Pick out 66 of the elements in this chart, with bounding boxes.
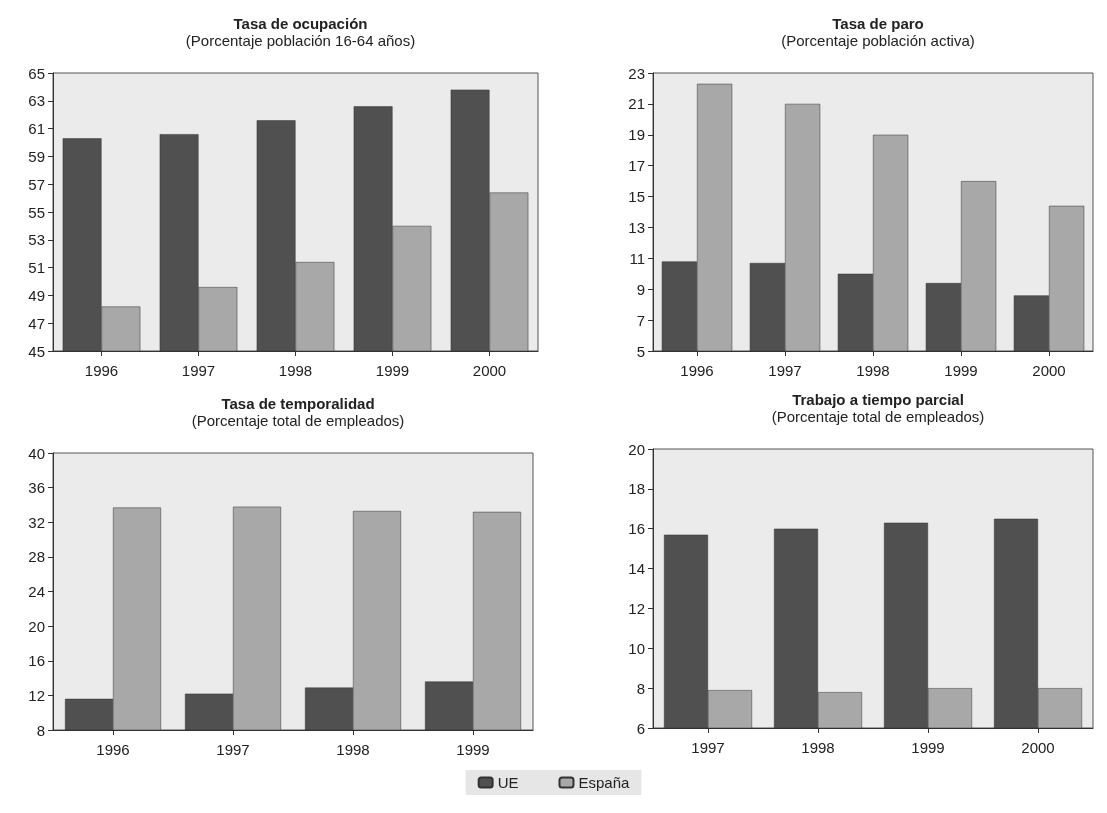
- y-tick-label: 40: [28, 444, 45, 462]
- legend-label: UE: [497, 774, 519, 791]
- y-tick-label: 36: [28, 479, 45, 497]
- y-tick-label: 11: [629, 249, 645, 267]
- chart-subtitle: (Porcentaje población activa): [781, 32, 975, 49]
- x-tick-label: 1997: [216, 741, 250, 758]
- chart-subtitle: (Porcentaje total de empleados): [771, 408, 985, 425]
- x-tick-label: 1999: [456, 741, 490, 758]
- y-tick-label: 14: [628, 560, 645, 578]
- y-tick-label: 7: [636, 311, 645, 329]
- x-tick-label: 1999: [375, 362, 410, 379]
- y-tick-label: 8: [36, 721, 45, 739]
- x-tick-label: 1998: [336, 741, 370, 758]
- x-tick-label: 2000: [1032, 362, 1066, 379]
- x-tick-label: 2000: [1021, 739, 1055, 756]
- y-tick-label: 55: [28, 203, 45, 221]
- y-tick-label: 45: [28, 342, 45, 360]
- y-tick-label: 23: [628, 64, 645, 82]
- y-tick-label: 17: [628, 157, 645, 175]
- y-tick-label: 5: [636, 342, 645, 360]
- y-tick-label: 16: [628, 520, 645, 538]
- x-tick-label: 1996: [96, 741, 130, 758]
- y-tick-label: 63: [28, 92, 45, 110]
- y-tick-label: 15: [628, 188, 645, 206]
- y-tick-label: 10: [628, 639, 645, 657]
- legend-label: España: [578, 774, 631, 791]
- x-tick-label: 1998: [801, 739, 835, 756]
- x-tick-label: 1996: [84, 362, 119, 379]
- y-tick-label: 59: [28, 147, 45, 165]
- x-tick-label: 1999: [911, 739, 945, 756]
- chart-title: Tasa de paro: [832, 15, 924, 32]
- x-tick-label: 2000: [472, 362, 507, 379]
- y-tick-label: 21: [628, 95, 645, 113]
- y-tick-label: 47: [28, 314, 45, 332]
- y-tick-label: 13: [628, 218, 645, 236]
- chart-title: Trabajo a tiempo parcial: [792, 391, 964, 408]
- x-tick-label: 1996: [680, 362, 714, 379]
- y-tick-label: 12: [28, 686, 45, 704]
- y-tick-label: 19: [628, 126, 645, 144]
- y-tick-label: 9: [636, 280, 645, 298]
- y-tick-label: 32: [28, 513, 45, 531]
- x-tick-label: 1998: [278, 362, 313, 379]
- y-tick-label: 12: [628, 599, 645, 617]
- y-tick-label: 65: [28, 64, 45, 82]
- y-tick-label: 53: [28, 231, 45, 249]
- y-tick-label: 49: [28, 286, 45, 304]
- chart-title: Tasa de temporalidad: [221, 395, 375, 412]
- chart-subtitle: (Porcentaje población 16-64 años): [185, 32, 416, 49]
- y-tick-label: 57: [28, 175, 45, 193]
- y-tick-label: 61: [28, 120, 45, 138]
- y-tick-label: 20: [628, 440, 645, 458]
- chart-subtitle: (Porcentaje total de empleados): [191, 412, 405, 429]
- x-tick-label: 1999: [944, 362, 978, 379]
- y-tick-label: 8: [636, 679, 645, 697]
- y-tick-label: 18: [628, 480, 645, 498]
- y-tick-label: 20: [28, 617, 45, 635]
- x-tick-label: 1997: [768, 362, 802, 379]
- y-tick-label: 6: [636, 719, 645, 737]
- y-tick-label: 51: [28, 259, 45, 277]
- y-tick-label: 28: [28, 548, 45, 566]
- x-tick-label: 1997: [181, 362, 216, 379]
- x-tick-label: 1997: [691, 739, 725, 756]
- y-tick-label: 24: [28, 583, 45, 600]
- chart-title: Tasa de ocupación: [233, 15, 368, 32]
- x-tick-label: 1998: [856, 362, 890, 379]
- y-tick-label: 16: [28, 652, 45, 670]
